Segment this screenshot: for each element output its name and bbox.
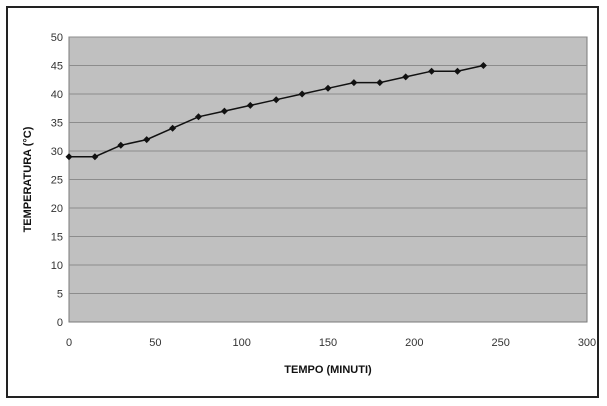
y-tick-label: 20 xyxy=(51,203,63,215)
data-point xyxy=(454,67,461,75)
data-point xyxy=(272,96,280,104)
x-axis-title: TEMPO (MINUTI) xyxy=(284,364,372,376)
x-axis-ticks: 0 50 100 150 200 250 300 xyxy=(66,337,596,349)
x-tick-label: 100 xyxy=(232,337,250,349)
y-tick-label: 15 xyxy=(51,232,63,244)
y-tick-label: 30 xyxy=(51,146,63,158)
data-point xyxy=(169,124,177,132)
data-point xyxy=(143,136,151,144)
data-point xyxy=(195,113,202,121)
data-point xyxy=(428,67,436,75)
y-tick-label: 25 xyxy=(51,175,63,187)
y-axis-ticks: 0 5 10 15 20 25 30 35 40 45 50 xyxy=(51,32,63,329)
data-point xyxy=(246,101,254,109)
data-point xyxy=(350,79,358,87)
data-point xyxy=(220,107,228,115)
data-points xyxy=(65,62,487,161)
y-tick-label: 5 xyxy=(57,289,63,301)
x-tick-label: 300 xyxy=(578,337,596,349)
x-tick-label: 150 xyxy=(319,337,337,349)
x-tick-label: 250 xyxy=(491,337,509,349)
y-tick-label: 35 xyxy=(51,118,63,130)
data-point xyxy=(324,84,332,92)
y-axis-title: TEMPERATURA (°C) xyxy=(22,126,34,232)
data-point xyxy=(65,153,73,161)
y-tick-label: 10 xyxy=(51,260,63,272)
y-tick-label: 45 xyxy=(51,61,63,73)
data-point xyxy=(91,153,99,161)
y-tick-label: 50 xyxy=(51,32,63,44)
data-point xyxy=(402,73,410,81)
x-tick-label: 50 xyxy=(149,337,161,349)
data-point xyxy=(479,62,487,69)
x-tick-label: 200 xyxy=(405,337,423,349)
data-point xyxy=(298,90,306,98)
x-tick-label: 0 xyxy=(66,337,72,349)
data-point xyxy=(376,79,384,87)
y-tick-label: 0 xyxy=(57,317,63,329)
grid-lines xyxy=(69,36,587,294)
y-tick-label: 40 xyxy=(51,89,63,101)
data-point xyxy=(117,141,125,149)
